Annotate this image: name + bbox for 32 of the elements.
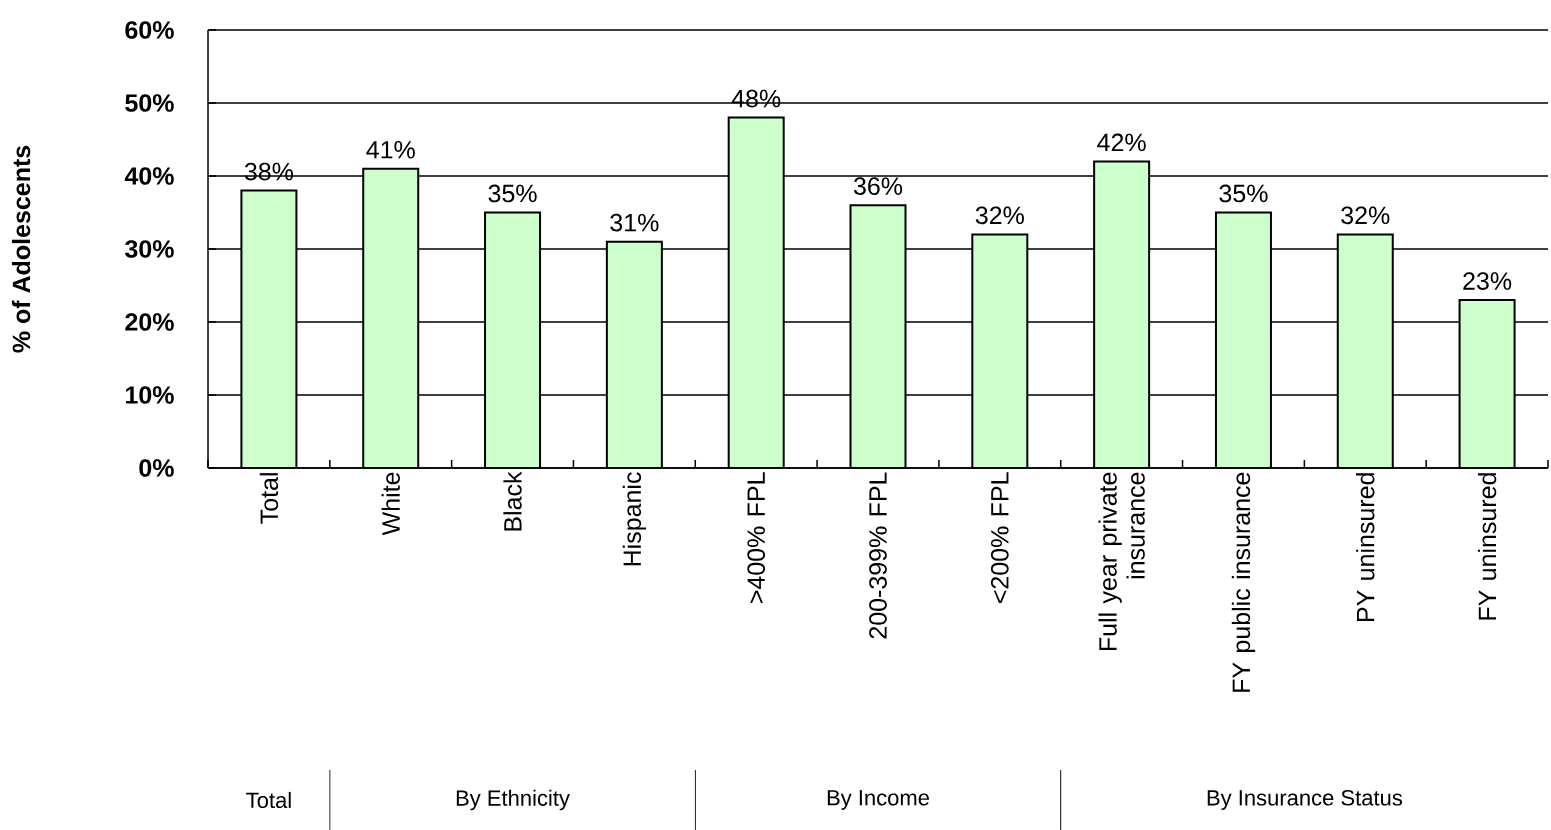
- x-tick-label: FY public insurance: [1231, 472, 1256, 692]
- text: By Insurance Status: [1207, 790, 1403, 810]
- x-tick-label: FY uninsured: [1477, 473, 1497, 620]
- y-axis-title: % of Adolescents: [11, 145, 31, 353]
- x-tick-label: Hispanic: [622, 472, 647, 566]
- data-label: 32%: [975, 206, 1024, 225]
- text: By Ethnicity: [456, 789, 570, 811]
- x-tick-label: Full year private insurance: [1098, 472, 1145, 651]
- x-tick-label: >400% FPL: [747, 472, 766, 604]
- x-tick-label: White: [381, 472, 400, 536]
- data-label: 31%: [610, 213, 659, 232]
- y-tick-label: 0%: [139, 459, 174, 477]
- x-tick-label: PY uninsured: [1356, 473, 1375, 621]
- y-tick-label: 60%: [125, 21, 174, 39]
- x-tick-label: 200-399% FPL: [869, 472, 887, 639]
- data-label: 41%: [366, 141, 415, 159]
- y-tick-label: 10%: [126, 386, 174, 404]
- data-label: 23%: [1463, 272, 1512, 290]
- data-label: 42%: [1097, 133, 1146, 152]
- data-label: 32%: [1341, 206, 1390, 225]
- x-tick-label: <200% FPL: [990, 472, 1009, 604]
- data-label: 36%: [853, 177, 903, 195]
- y-tick-label: 40%: [124, 167, 174, 185]
- y-tick-label: 30%: [125, 240, 174, 258]
- x-tick-label: Black: [503, 471, 522, 531]
- y-tick-label: 20%: [125, 313, 174, 331]
- y-tick-label: 50%: [125, 94, 174, 112]
- text: By Income: [827, 790, 929, 810]
- data-label: 35%: [1219, 184, 1268, 203]
- data-label: 35%: [488, 184, 537, 203]
- x-tick-label: Total: [259, 473, 279, 524]
- text: Total: [246, 791, 291, 809]
